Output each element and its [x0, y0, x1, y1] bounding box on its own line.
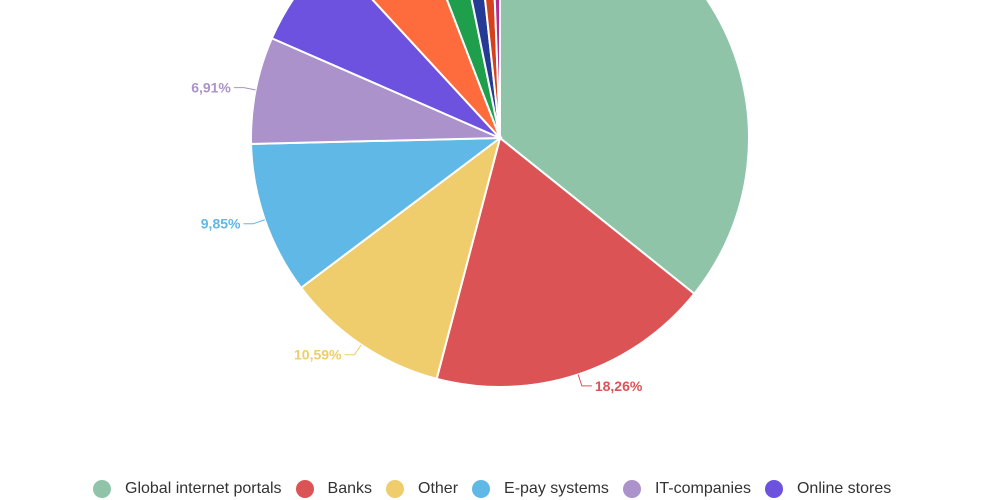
pie-slices [250, 0, 750, 388]
legend-item-online-stores[interactable]: Online stores [764, 480, 892, 498]
legend-label: E-pay systems [504, 480, 609, 497]
pie-slice-online-stores[interactable] [270, 0, 501, 139]
legend-item-global-internet-portals[interactable]: Global internet portals [93, 480, 282, 498]
legend-item-e-pay-systems[interactable]: E-pay systems [472, 480, 609, 498]
label-leader-line [577, 374, 592, 387]
legend-swatch-icon [295, 480, 314, 498]
label-leader-line [243, 219, 265, 225]
legend-label: Global internet portals [125, 480, 282, 497]
legend-item-other[interactable]: Other [386, 480, 458, 498]
pie-slice-unlabeled-7[interactable] [411, 0, 501, 139]
pie-labels: 18,26%10,59%9,85%6,91%6,56% [191, 80, 643, 394]
label-leader-line [233, 87, 256, 91]
legend-label: Online stores [796, 480, 892, 497]
pie-data-label-it-companies: 6,91% [191, 80, 231, 96]
legend-swatch-icon [386, 480, 404, 498]
pie-slice-unlabeled-8[interactable] [450, 0, 501, 139]
legend-swatch-icon [472, 480, 491, 498]
legend-swatch-icon [764, 480, 783, 498]
legend-item-banks[interactable]: Banks [295, 480, 372, 498]
pie-slice-global-internet-portals[interactable] [499, 0, 750, 296]
pie-slice-other[interactable] [299, 135, 502, 381]
legend-swatch-icon [622, 480, 641, 498]
label-leader-line [344, 344, 362, 356]
legend-label: Other [418, 480, 459, 497]
pie-data-label-banks: 18,26% [595, 378, 643, 394]
chart-legend: Global internet portals Banks Other E-pa… [93, 480, 905, 498]
legend-swatch-icon [93, 480, 111, 498]
pie-data-label-e-pay-systems: 9,85% [201, 216, 241, 232]
legend-item-it-companies[interactable]: IT-companies [622, 480, 751, 498]
legend-label: IT-companies [654, 480, 751, 497]
pie-data-label-other: 10,59% [294, 347, 342, 363]
legend-label: Banks [327, 480, 372, 497]
pie-slice-unlabeled-6[interactable] [331, 0, 501, 139]
pie-slice-unlabeled-10[interactable] [491, 0, 501, 139]
pie-slice-it-companies[interactable] [250, 36, 501, 145]
pie-slice-unlabeled-9[interactable] [473, 0, 501, 139]
